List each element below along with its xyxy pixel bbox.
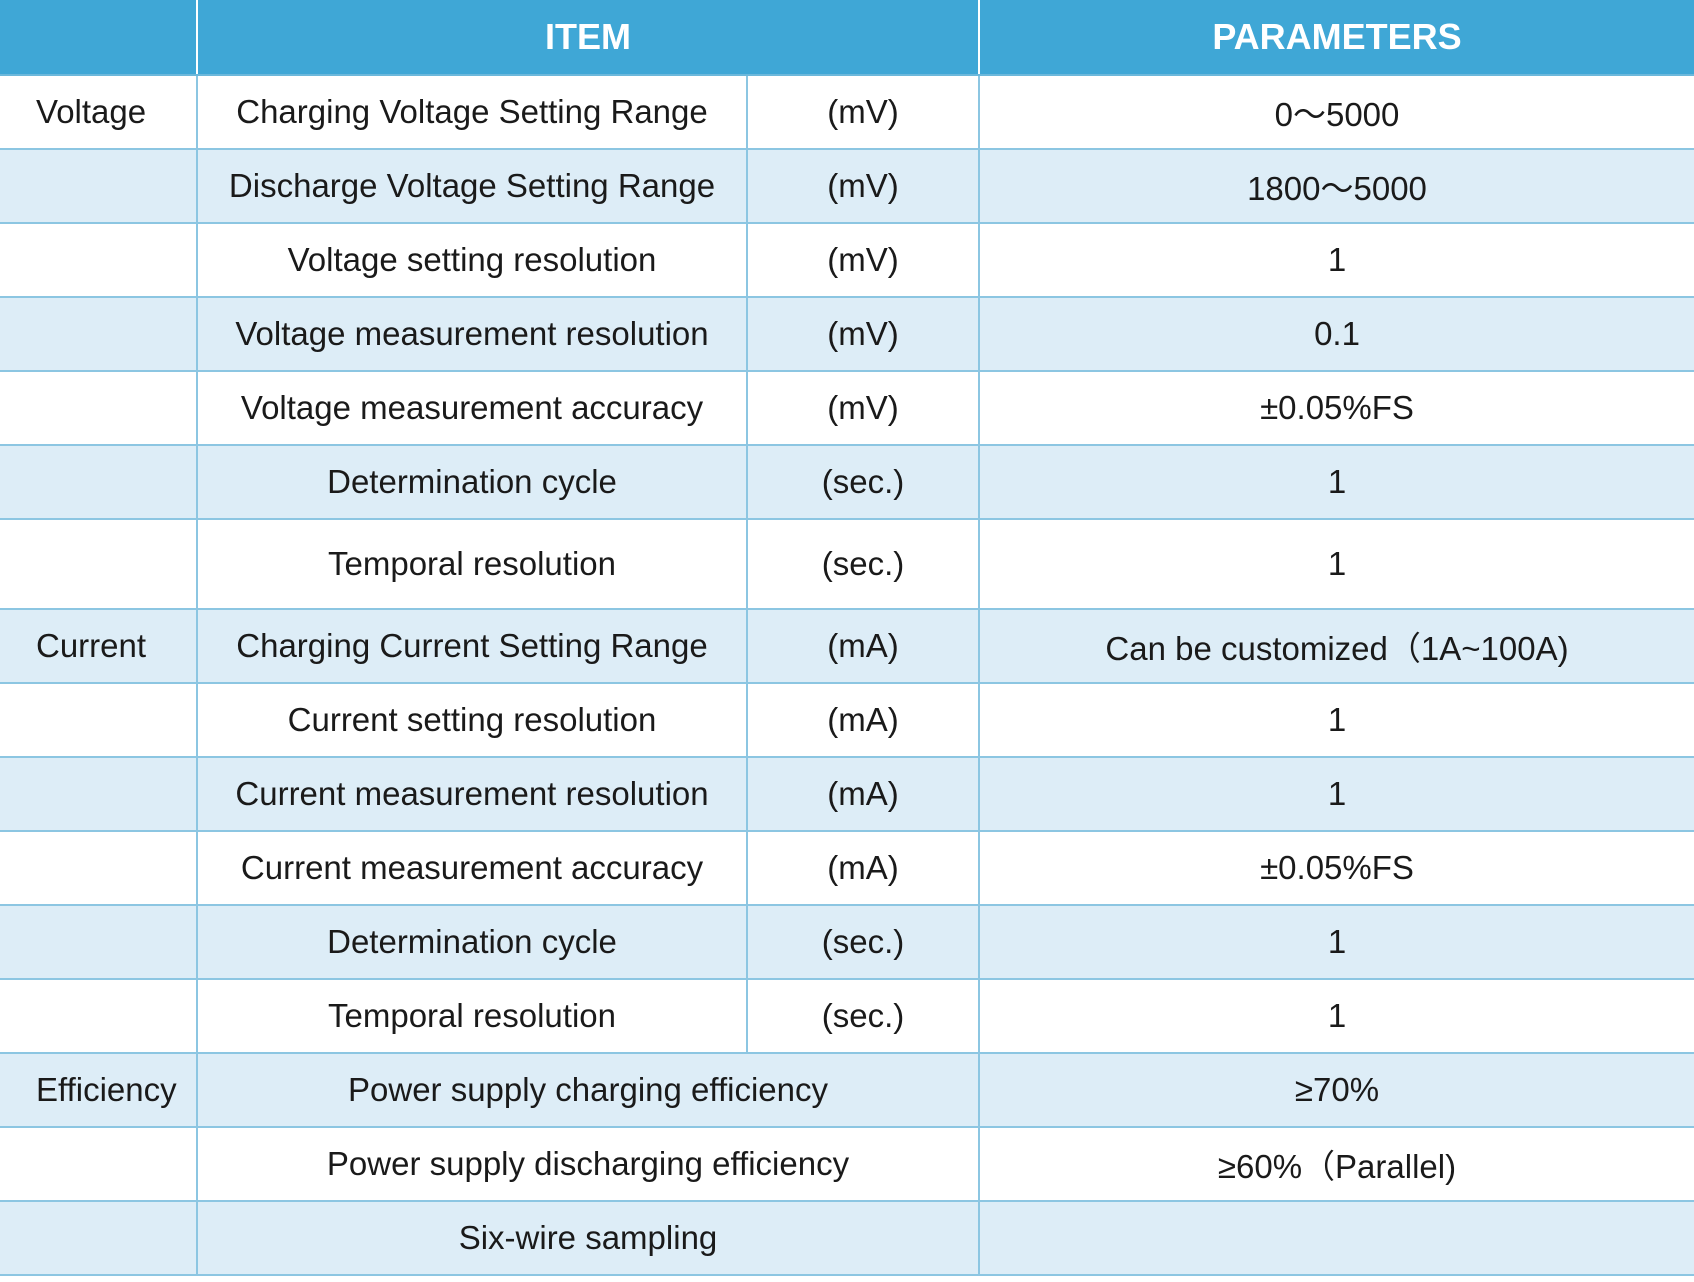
parameter-cell: 1: [979, 445, 1694, 520]
category-cell: [0, 757, 198, 832]
parameter-cell: ≥60%（Parallel): [979, 1127, 1694, 1202]
category-cell: Voltage: [0, 75, 198, 150]
item-cell: Power supply charging efficiency: [197, 1053, 980, 1128]
unit-cell: (mV): [747, 75, 980, 150]
item-cell: Determination cycle: [197, 445, 748, 520]
table-row: Current measurement resolution (mA) 1: [0, 757, 1694, 832]
header-parameters: PARAMETERS: [979, 0, 1694, 76]
header-blank: [0, 0, 198, 76]
table-row: Voltage Charging Voltage Setting Range (…: [0, 75, 1694, 150]
parameter-cell: 0.1: [979, 297, 1694, 372]
item-cell: Voltage measurement resolution: [197, 297, 748, 372]
category-cell: [0, 223, 198, 298]
unit-cell: (mV): [747, 149, 980, 224]
category-cell: [0, 297, 198, 372]
table-row: Temporal resolution (sec.) 1: [0, 519, 1694, 610]
category-cell: Efficiency: [0, 1053, 198, 1128]
parameter-cell: 0～5000: [979, 75, 1694, 150]
unit-cell: (mA): [747, 609, 980, 684]
item-cell: Voltage setting resolution: [197, 223, 748, 298]
item-cell: Temporal resolution: [197, 519, 748, 610]
parameter-cell: Can be customized（1A~100A): [979, 609, 1694, 684]
table-row: Six-wire sampling: [0, 1201, 1694, 1276]
category-cell: [0, 979, 198, 1054]
parameter-cell: 1: [979, 683, 1694, 758]
parameter-cell: 1: [979, 979, 1694, 1054]
parameter-cell: ±0.05%FS: [979, 371, 1694, 446]
category-cell: [0, 445, 198, 520]
unit-cell: (mV): [747, 371, 980, 446]
table-row: Voltage setting resolution (mV) 1: [0, 223, 1694, 298]
category-cell: [0, 371, 198, 446]
unit-cell: (mV): [747, 297, 980, 372]
unit-cell: (sec.): [747, 519, 980, 610]
parameter-cell: 1: [979, 757, 1694, 832]
parameter-cell: 1: [979, 223, 1694, 298]
item-cell: Discharge Voltage Setting Range: [197, 149, 748, 224]
item-cell: Power supply discharging efficiency: [197, 1127, 980, 1202]
item-cell: Charging Voltage Setting Range: [197, 75, 748, 150]
table-row: Temporal resolution (sec.) 1: [0, 979, 1694, 1054]
table-row: Power supply discharging efficiency ≥60%…: [0, 1127, 1694, 1202]
header-item: ITEM: [197, 0, 980, 76]
table-row: Efficiency Power supply charging efficie…: [0, 1053, 1694, 1128]
parameter-cell: 1: [979, 519, 1694, 610]
item-cell: Voltage measurement accuracy: [197, 371, 748, 446]
category-cell: [0, 1127, 198, 1202]
unit-cell: (mA): [747, 831, 980, 906]
table-row: Discharge Voltage Setting Range (mV) 180…: [0, 149, 1694, 224]
unit-cell: (sec.): [747, 979, 980, 1054]
unit-cell: (sec.): [747, 905, 980, 980]
category-cell: [0, 831, 198, 906]
parameter-cell: [979, 1201, 1694, 1276]
table-row: Voltage measurement accuracy (mV) ±0.05%…: [0, 371, 1694, 446]
parameter-cell: 1: [979, 905, 1694, 980]
table-row: Determination cycle (sec.) 1: [0, 445, 1694, 520]
table-row: Determination cycle (sec.) 1: [0, 905, 1694, 980]
item-cell: Current measurement resolution: [197, 757, 748, 832]
item-cell: Temporal resolution: [197, 979, 748, 1054]
parameter-cell: ±0.05%FS: [979, 831, 1694, 906]
item-cell: Determination cycle: [197, 905, 748, 980]
parameter-cell: ≥70%: [979, 1053, 1694, 1128]
table-row: Current measurement accuracy (mA) ±0.05%…: [0, 831, 1694, 906]
item-cell: Charging Current Setting Range: [197, 609, 748, 684]
table-row: Voltage measurement resolution (mV) 0.1: [0, 297, 1694, 372]
category-cell: [0, 519, 198, 610]
item-cell: Six-wire sampling: [197, 1201, 980, 1276]
table-row: Current setting resolution (mA) 1: [0, 683, 1694, 758]
category-cell: [0, 149, 198, 224]
category-cell: [0, 683, 198, 758]
category-cell: [0, 905, 198, 980]
table-row: Current Charging Current Setting Range (…: [0, 609, 1694, 684]
header-row: ITEM PARAMETERS: [0, 0, 1694, 76]
item-cell: Current measurement accuracy: [197, 831, 748, 906]
unit-cell: (mV): [747, 223, 980, 298]
unit-cell: (mA): [747, 683, 980, 758]
item-cell: Current setting resolution: [197, 683, 748, 758]
unit-cell: (sec.): [747, 445, 980, 520]
parameter-cell: 1800～5000: [979, 149, 1694, 224]
category-cell: [0, 1201, 198, 1276]
unit-cell: (mA): [747, 757, 980, 832]
category-cell: Current: [0, 609, 198, 684]
